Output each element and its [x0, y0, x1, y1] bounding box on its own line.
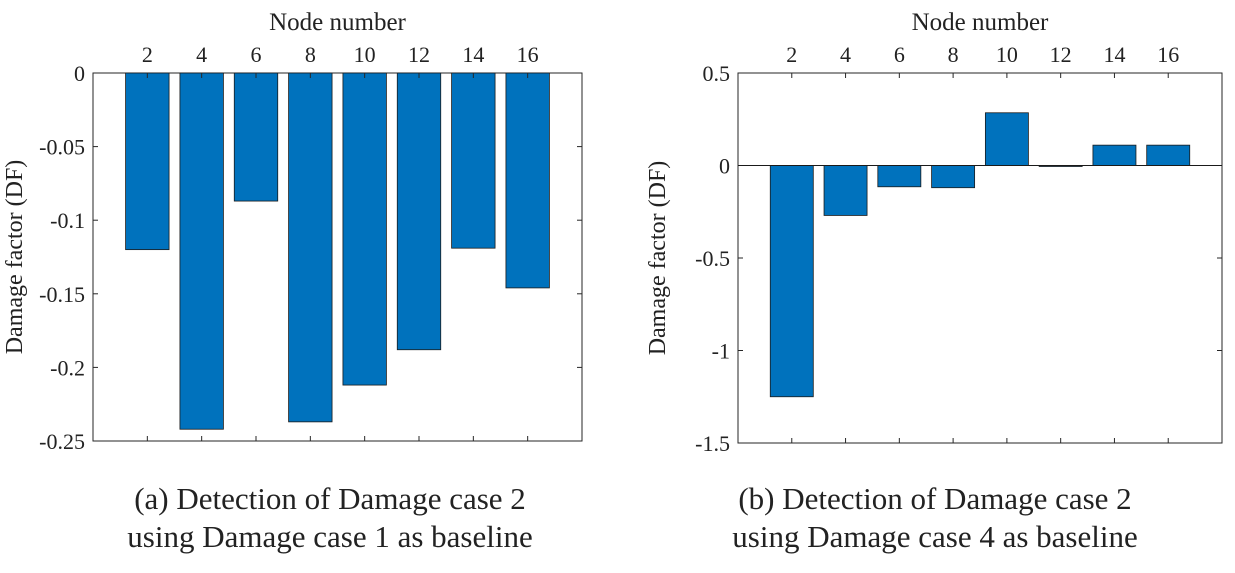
y-tick-label-a: -0.05	[39, 135, 85, 160]
x-tick-label-b: 12	[1050, 42, 1072, 67]
x-tick-label-a: 16	[517, 42, 539, 67]
bar-a-4	[179, 72, 224, 430]
plot-b: 0.5 0 -0.5 -1 -1.5 2 4 6 8 10 12 14 16 Node number Dam…	[645, 9, 1223, 456]
bar-a-12	[396, 72, 442, 351]
bar-b-8	[931, 165, 976, 189]
caption-b-line2: using Damage case 4 as baseline	[732, 519, 1138, 554]
x-axis-title-a: Node number	[269, 9, 406, 36]
axes-box-a	[92, 72, 583, 442]
y-tick-label-a: -0.1	[50, 208, 85, 233]
caption-a-line2: using Damage case 1 as baseline	[127, 519, 533, 554]
y-axis-title-a: Damage factor (DF)	[2, 160, 28, 355]
x-tick-label-a: 2	[142, 42, 153, 67]
y-tick-label-a: 0	[74, 61, 85, 86]
x-tick-label-a: 8	[305, 42, 316, 67]
bar-a-10	[342, 72, 387, 386]
y-tick-label-a: -0.2	[50, 355, 85, 380]
bar-a-2	[125, 72, 170, 251]
bar-a-6	[233, 72, 279, 202]
y-axis-title-b: Damage factor (DF)	[645, 161, 671, 356]
y-tick-label-b: -1.5	[695, 431, 730, 456]
plot-a: 0 -0.05 -0.1 -0.15 -0.2 -0.25 2 4 6 8 10 12 14 16 Node…	[2, 9, 583, 454]
x-tick-label-b: 2	[786, 42, 797, 67]
x-tick-label-a: 14	[462, 42, 484, 67]
y-tick-label-b: -1	[712, 339, 730, 364]
bar-a-8	[288, 72, 333, 423]
x-tick-label-b: 8	[948, 42, 959, 67]
bar-b-14	[1092, 144, 1137, 166]
y-tick-label-b: 0.5	[703, 61, 731, 86]
caption-a-line1: (a) Detection of Damage case 2	[134, 481, 526, 516]
bar-b-4	[823, 165, 868, 216]
x-tick-label-a: 6	[251, 42, 262, 67]
x-tick-label-a: 4	[196, 42, 207, 67]
x-tick-label-b: 16	[1157, 42, 1179, 67]
x-tick-label-b: 14	[1103, 42, 1125, 67]
x-tick-label-a: 12	[408, 42, 430, 67]
bar-a-16	[505, 72, 550, 289]
x-axis-title-b: Node number	[912, 9, 1049, 36]
bar-b-16	[1146, 144, 1191, 166]
x-tick-label-a: 10	[354, 42, 376, 67]
x-tick-label-b: 10	[996, 42, 1018, 67]
bar-b-2	[769, 165, 814, 398]
x-tick-label-b: 4	[840, 42, 851, 67]
y-tick-label-a: -0.25	[39, 429, 85, 454]
bar-b-6	[877, 165, 922, 188]
caption-b: (b) Detection of Damage case 2 using Dam…	[640, 480, 1230, 556]
bar-b-10	[984, 112, 1029, 166]
y-tick-label-b: -0.5	[695, 246, 730, 271]
y-tick-label-b: 0	[719, 154, 730, 179]
caption-b-line1: (b) Detection of Damage case 2	[738, 481, 1132, 516]
x-tick-label-b: 6	[894, 42, 905, 67]
bar-a-14	[451, 72, 496, 249]
y-tick-label-a: -0.15	[39, 282, 85, 307]
caption-a: (a) Detection of Damage case 2 using Dam…	[30, 480, 630, 556]
